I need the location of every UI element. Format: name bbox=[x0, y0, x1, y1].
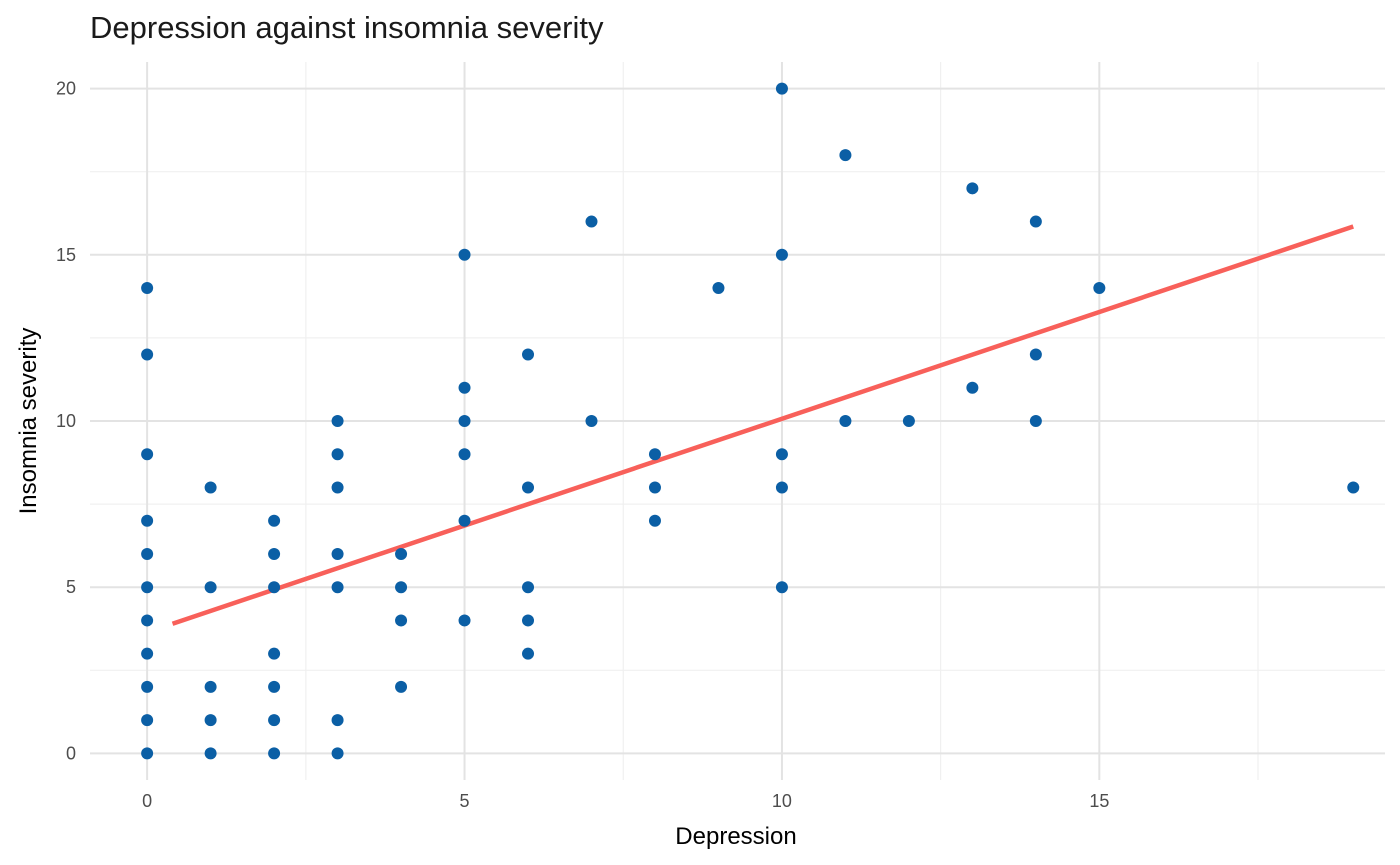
data-point bbox=[141, 514, 154, 527]
data-point bbox=[839, 149, 852, 162]
data-point bbox=[966, 182, 979, 195]
data-point bbox=[775, 448, 788, 461]
tick-labels: 0 5 10 15 0 5 10 15 20 bbox=[56, 79, 1109, 811]
data-point bbox=[839, 415, 852, 427]
data-point bbox=[141, 547, 154, 560]
fit-line bbox=[171, 224, 1354, 626]
data-point bbox=[395, 581, 408, 594]
data-point bbox=[268, 581, 281, 594]
data-point bbox=[268, 680, 281, 693]
data-point bbox=[331, 581, 344, 594]
data-point bbox=[585, 215, 598, 228]
y-tick-label: 0 bbox=[66, 743, 76, 763]
data-point bbox=[204, 714, 217, 727]
data-point bbox=[458, 381, 471, 394]
data-point bbox=[522, 348, 535, 361]
data-point bbox=[204, 747, 217, 760]
data-point bbox=[1347, 481, 1360, 494]
grid-lines bbox=[90, 62, 1385, 780]
data-point bbox=[775, 82, 788, 95]
data-point bbox=[141, 581, 154, 594]
y-tick-label: 5 bbox=[66, 577, 76, 597]
data-point bbox=[458, 514, 471, 527]
data-point bbox=[522, 647, 535, 660]
data-point bbox=[268, 547, 281, 560]
data-point bbox=[141, 647, 154, 660]
data-point bbox=[458, 248, 471, 261]
data-point bbox=[268, 714, 281, 727]
data-point bbox=[268, 747, 281, 760]
data-point bbox=[712, 282, 725, 295]
data-point bbox=[395, 547, 408, 560]
data-point bbox=[395, 614, 408, 627]
data-point bbox=[1029, 215, 1042, 228]
data-points bbox=[141, 82, 1360, 760]
data-point bbox=[648, 481, 661, 494]
data-point bbox=[522, 581, 535, 594]
data-point bbox=[141, 282, 154, 295]
data-point bbox=[204, 581, 217, 594]
data-point bbox=[966, 381, 979, 394]
data-point bbox=[331, 747, 344, 760]
data-point bbox=[141, 747, 154, 760]
chart-title: Depression against insomnia severity bbox=[90, 10, 604, 45]
data-point bbox=[141, 614, 154, 627]
data-point bbox=[204, 680, 217, 693]
data-point bbox=[331, 448, 344, 461]
x-tick-label: 10 bbox=[772, 791, 792, 811]
data-point bbox=[648, 514, 661, 527]
x-tick-label: 5 bbox=[460, 791, 470, 811]
data-point bbox=[141, 448, 154, 461]
data-point bbox=[141, 714, 154, 727]
x-tick-label: 15 bbox=[1089, 791, 1109, 811]
data-point bbox=[648, 448, 661, 461]
data-point bbox=[395, 680, 408, 693]
data-point bbox=[268, 514, 281, 527]
data-point bbox=[1029, 415, 1042, 427]
data-point bbox=[331, 481, 344, 494]
data-point bbox=[141, 680, 154, 693]
y-tick-label: 20 bbox=[56, 79, 76, 99]
y-axis-title: Insomnia severity bbox=[15, 328, 42, 515]
data-point bbox=[1093, 282, 1106, 295]
data-point bbox=[522, 481, 535, 494]
trend-line bbox=[171, 224, 1354, 626]
data-point bbox=[331, 415, 344, 427]
data-point bbox=[268, 647, 281, 660]
x-axis-title: Depression bbox=[675, 823, 796, 850]
data-point bbox=[331, 547, 344, 560]
data-point bbox=[585, 415, 598, 427]
data-point bbox=[458, 415, 471, 427]
data-point bbox=[775, 581, 788, 594]
y-tick-label: 15 bbox=[56, 245, 76, 265]
data-point bbox=[522, 614, 535, 627]
data-point bbox=[775, 248, 788, 261]
data-point bbox=[204, 481, 217, 494]
data-point bbox=[141, 348, 154, 361]
data-point bbox=[775, 481, 788, 494]
y-tick-label: 10 bbox=[56, 411, 76, 431]
data-point bbox=[902, 415, 915, 427]
data-point bbox=[458, 614, 471, 627]
data-point bbox=[1029, 348, 1042, 361]
data-point bbox=[458, 448, 471, 461]
data-point bbox=[331, 714, 344, 727]
x-tick-label: 0 bbox=[142, 791, 152, 811]
